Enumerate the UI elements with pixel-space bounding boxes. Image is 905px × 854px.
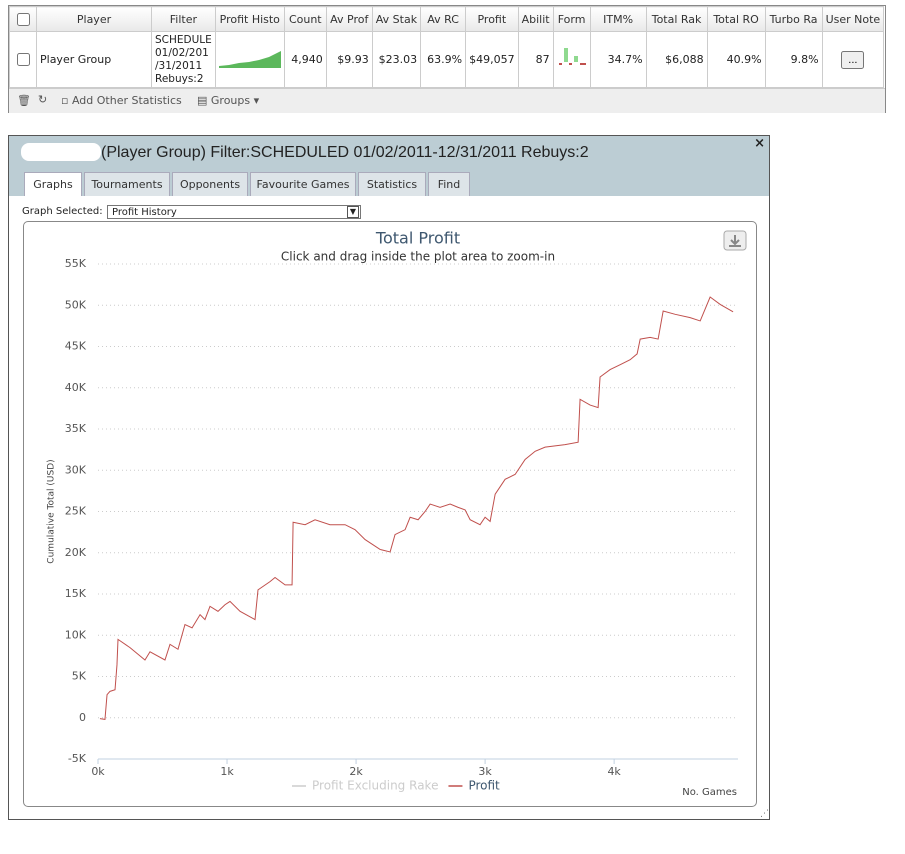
tab[interactable]: Opponents bbox=[172, 172, 248, 196]
stats-table: Player Filter Profit Histo Count Av Prof Av S… bbox=[9, 6, 885, 88]
graph-panel: (Player Group) Filter:SCHEDULED 01/02/20… bbox=[8, 135, 770, 820]
x-tick-label: 1k bbox=[220, 765, 234, 778]
x-tick-label: 4k bbox=[607, 765, 621, 778]
groups[interactable]: ▤ Groups ▾ bbox=[197, 94, 260, 107]
y-tick-label: 40K bbox=[65, 381, 87, 394]
cell: 4,940 bbox=[283, 31, 327, 88]
panel-title: (Player Group) Filter:SCHEDULED 01/02/20… bbox=[101, 144, 589, 161]
legend-label[interactable]: Profit Excluding Rake bbox=[312, 779, 438, 793]
x-tick-label: 3k bbox=[478, 765, 492, 778]
y-tick-label: 50K bbox=[65, 298, 87, 311]
note-button[interactable]: ... bbox=[841, 50, 865, 69]
col-header[interactable]: Total Rak bbox=[645, 6, 708, 32]
filter-cell: SCHEDULE 01/02/201/31/2011 Rebuys:2 bbox=[151, 31, 216, 88]
col-header[interactable]: Form bbox=[552, 6, 591, 32]
col-header[interactable]: Abilit bbox=[517, 6, 554, 32]
graph-select[interactable]: Profit History ▼ bbox=[107, 205, 361, 219]
form-bar bbox=[573, 56, 578, 62]
y-tick-label: 55K bbox=[65, 257, 87, 270]
filter-line: /31/2011 bbox=[155, 59, 203, 72]
col-header[interactable]: Av RC bbox=[420, 6, 467, 32]
legend-label[interactable]: Profit bbox=[468, 779, 500, 793]
cell: $6,088 bbox=[645, 31, 708, 88]
delete-icon[interactable]: 🗑 bbox=[17, 94, 31, 107]
col-header[interactable]: Player bbox=[36, 6, 152, 32]
y-tick-label: 5K bbox=[72, 670, 87, 683]
add-stats[interactable]: ▫ Add Other Statistics bbox=[61, 94, 182, 107]
stats-grid: Player Filter Profit Histo Count Av Prof Av S… bbox=[8, 5, 886, 113]
form-cell bbox=[552, 31, 591, 88]
form-bar bbox=[558, 63, 562, 65]
select-all[interactable] bbox=[9, 6, 37, 32]
profit-line bbox=[99, 296, 734, 720]
chart-subtitle: Click and drag inside the plot area to z… bbox=[281, 250, 555, 264]
y-tick-label: -5K bbox=[68, 752, 87, 765]
export-icon bbox=[729, 235, 741, 247]
y-tick-label: 0 bbox=[79, 711, 86, 724]
col-header[interactable]: ITM% bbox=[589, 6, 647, 32]
col-header[interactable]: Profit bbox=[465, 6, 519, 32]
cell: 87 bbox=[517, 31, 554, 88]
groups-label: Groups bbox=[210, 94, 251, 107]
y-tick-label: 25K bbox=[65, 505, 87, 518]
toolbar: 🗑 ↻ ▫ Add Other Statistics ▤ Groups ▾ bbox=[9, 88, 885, 113]
col-header[interactable]: Total RO bbox=[706, 6, 766, 32]
y-tick-label: 20K bbox=[65, 546, 87, 559]
form-bar bbox=[563, 48, 568, 62]
chart: Total Profit Click and drag inside the pl… bbox=[47, 229, 747, 798]
filter-line: SCHEDULE bbox=[155, 33, 212, 46]
y-tick-label: 15K bbox=[65, 587, 87, 600]
y-tick-label: 45K bbox=[65, 340, 87, 353]
cell: $49,057 bbox=[465, 31, 519, 88]
chart-box: Total Profit Click and drag inside the pl… bbox=[23, 221, 757, 807]
tab[interactable]: Statistics bbox=[358, 172, 426, 196]
sparkline bbox=[218, 51, 281, 68]
player-cell: Player Group bbox=[36, 31, 152, 88]
x-tick-label: 2k bbox=[349, 765, 363, 778]
filter-line: Rebuys:2 bbox=[155, 72, 204, 85]
cell: 40.9% bbox=[706, 31, 766, 88]
y-tick-label: 10K bbox=[65, 628, 87, 641]
form-bar bbox=[568, 63, 572, 65]
filter-line: 01/02/201 bbox=[155, 46, 209, 59]
col-header[interactable]: Av Prof bbox=[325, 6, 373, 32]
tab[interactable]: Favourite Games bbox=[250, 172, 356, 196]
refresh-icon[interactable]: ↻ bbox=[38, 93, 48, 106]
add-stats-label: Add Other Statistics bbox=[71, 94, 182, 107]
tab[interactable]: Graphs bbox=[24, 172, 82, 196]
y-tick-label: 35K bbox=[65, 422, 87, 435]
col-header[interactable]: Av Stak bbox=[371, 6, 422, 32]
cell: 63.9% bbox=[420, 31, 467, 88]
col-header[interactable]: Profit Histo bbox=[214, 6, 285, 32]
graph-select-value: Profit History bbox=[112, 207, 177, 218]
form-chart bbox=[558, 48, 586, 65]
panel-header: (Player Group) Filter:SCHEDULED 01/02/20… bbox=[9, 136, 769, 196]
sparkline-cell bbox=[214, 31, 285, 88]
tab[interactable]: Find bbox=[428, 172, 470, 196]
tab[interactable]: Tournaments bbox=[84, 172, 170, 196]
y-tick-label: 30K bbox=[65, 463, 87, 476]
note-cell: ... bbox=[821, 31, 885, 88]
x-axis-label: No. Games bbox=[682, 787, 737, 798]
resize-grip: ⋰ bbox=[760, 809, 769, 819]
col-header[interactable]: Turbo Ra bbox=[764, 6, 823, 32]
form-bar bbox=[579, 63, 586, 65]
sparkline-area bbox=[218, 51, 281, 68]
col-header[interactable]: Filter bbox=[151, 6, 216, 32]
row-select[interactable] bbox=[9, 31, 37, 88]
cell: 34.7% bbox=[589, 31, 647, 88]
chart-title: Total Profit bbox=[375, 229, 460, 248]
cell: $23.03 bbox=[371, 31, 422, 88]
col-header[interactable]: Count bbox=[283, 6, 327, 32]
graph-label: Graph Selected: bbox=[22, 206, 103, 217]
close-button[interactable]: × bbox=[754, 136, 765, 151]
cell: $9.93 bbox=[325, 31, 373, 88]
col-header[interactable]: User Note bbox=[821, 6, 885, 32]
y-axis-label: Cumulative Total (USD) bbox=[47, 459, 57, 563]
redacted-name bbox=[21, 143, 101, 161]
cell: 9.8% bbox=[764, 31, 823, 88]
x-tick-label: 0k bbox=[91, 765, 105, 778]
